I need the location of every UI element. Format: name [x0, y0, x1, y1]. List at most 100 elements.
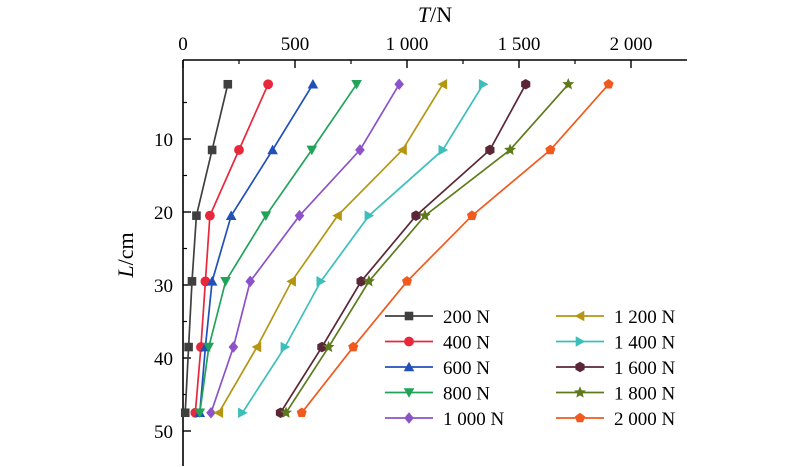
data-point	[267, 144, 278, 155]
data-point	[251, 341, 262, 353]
data-point	[356, 276, 366, 287]
legend-marker	[574, 412, 586, 423]
legend-label: 800 N	[443, 384, 490, 405]
legend-label: 200 N	[443, 307, 490, 328]
data-point	[545, 144, 556, 155]
data-point	[322, 340, 335, 353]
data-point	[437, 78, 448, 90]
data-point	[204, 210, 215, 221]
legend-label: 1 600 N	[614, 358, 676, 379]
data-point	[351, 79, 362, 90]
axes: 0 500 1 000 1 500 2 000 10 20 30 40 50 T/N L/cm	[113, 2, 687, 466]
legend-label: 2 000 N	[614, 409, 676, 430]
data-point	[332, 210, 342, 221]
series-1-200-n	[213, 78, 448, 419]
data-point	[238, 407, 248, 419]
data-point	[260, 211, 272, 221]
legend-item: 800 N	[385, 384, 490, 405]
legend-marker	[404, 311, 414, 321]
data-point	[485, 144, 495, 156]
data-point	[364, 210, 375, 221]
series-line	[184, 84, 229, 413]
legend-marker	[403, 361, 415, 372]
legend-marker	[574, 310, 585, 322]
x-tick-label: 1 500	[498, 34, 541, 55]
data-point	[234, 145, 244, 155]
series-1-800-n	[280, 77, 575, 418]
data-point	[418, 209, 431, 221]
series-line	[279, 83, 527, 414]
data-point	[187, 277, 197, 286]
series-line	[210, 83, 400, 414]
data-point	[263, 79, 274, 90]
y-tick-label: 30	[154, 276, 173, 297]
data-point	[521, 78, 531, 90]
legend-label: 600 N	[443, 358, 490, 379]
data-point	[438, 144, 449, 156]
data-point	[207, 145, 217, 155]
data-point	[466, 210, 477, 220]
plot-series	[180, 77, 614, 419]
legend-item: 2 000 N	[556, 409, 676, 430]
y-axis-title: L/cm	[113, 232, 138, 278]
data-point	[206, 406, 216, 419]
series-600-n	[194, 78, 319, 418]
data-point	[317, 341, 327, 353]
data-point	[275, 407, 286, 419]
legend-marker	[404, 336, 414, 347]
legend: 200 N 400 N 600 N 800 N 1 000 N 1 200 N 1 400 …	[385, 307, 676, 430]
series-line	[218, 83, 444, 414]
data-point	[294, 209, 305, 222]
data-point	[296, 407, 307, 418]
legend-marker	[403, 388, 415, 398]
series-1-400-n	[238, 78, 489, 419]
legend-marker	[575, 361, 585, 373]
series-800-n	[194, 79, 362, 419]
data-point	[280, 406, 293, 418]
series-line	[301, 83, 610, 414]
data-point	[478, 78, 489, 90]
data-point	[307, 78, 319, 89]
legend-marker	[575, 336, 586, 347]
legend-label: 1 200 N	[614, 307, 676, 328]
x-axis-title: T/N	[418, 2, 452, 27]
series-line	[194, 83, 269, 413]
y-tick-label: 50	[154, 422, 173, 443]
data-point	[504, 143, 517, 156]
series-line	[285, 83, 569, 414]
legend-marker	[404, 412, 414, 424]
series-line	[198, 83, 358, 413]
series-line	[241, 83, 484, 414]
data-point	[184, 342, 193, 352]
legend-item: 1 200 N	[556, 307, 676, 328]
series-1-000-n	[206, 78, 404, 419]
x-tick-label: 0	[178, 34, 188, 55]
data-point	[228, 341, 239, 353]
x-tick-label: 2 000	[610, 34, 653, 55]
data-point	[394, 78, 404, 91]
y-tick-label: 10	[154, 130, 173, 151]
data-point	[397, 144, 407, 156]
legend-label: 400 N	[443, 333, 490, 354]
x-tick-label: 500	[281, 34, 310, 55]
legend-item: 1 000 N	[385, 409, 505, 430]
data-point	[180, 408, 190, 418]
data-point	[562, 77, 575, 90]
data-point	[401, 276, 413, 286]
data-point	[355, 144, 365, 156]
legend-label: 1 000 N	[443, 409, 505, 430]
data-point	[245, 275, 255, 288]
data-point	[220, 277, 231, 287]
legend-item: 200 N	[385, 307, 490, 328]
y-tick-label: 40	[154, 349, 173, 370]
data-point	[203, 342, 215, 353]
x-tick-label: 1 000	[386, 34, 429, 55]
data-point	[306, 145, 318, 156]
series-200-n	[180, 79, 233, 418]
data-point	[194, 408, 206, 419]
data-point	[206, 276, 218, 286]
series-400-n	[190, 79, 274, 418]
data-point	[348, 341, 359, 352]
